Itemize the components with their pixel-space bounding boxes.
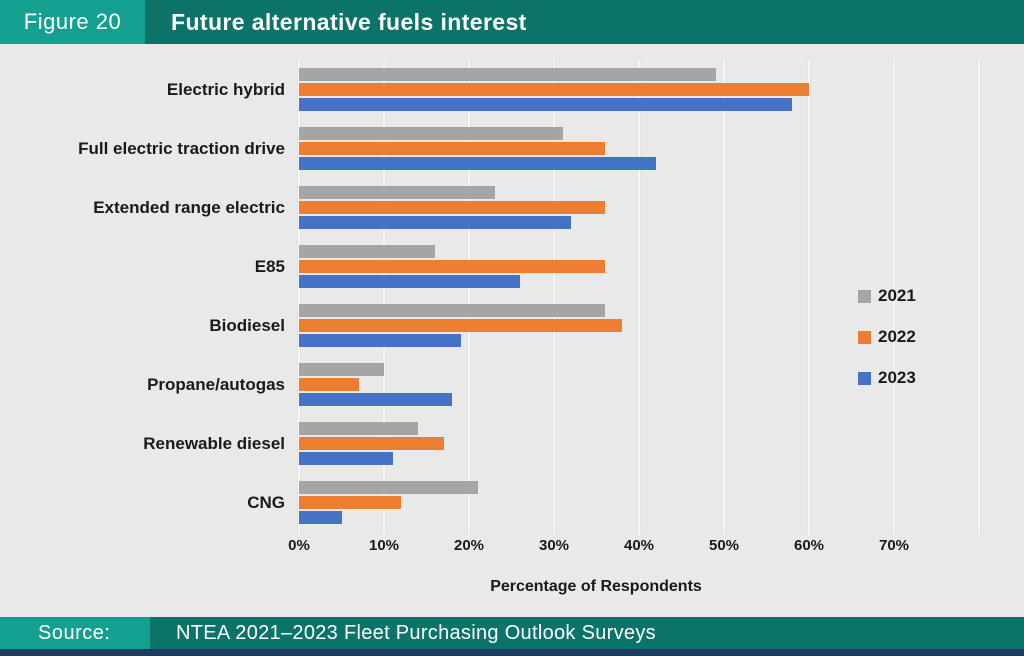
legend-swatch-2022 xyxy=(858,330,871,344)
gridline xyxy=(808,60,810,535)
figure-number-tag: Figure 20 xyxy=(0,0,145,44)
legend-swatch-2021 xyxy=(858,289,871,303)
gridline xyxy=(978,60,980,535)
legend-item-2023: 2023 xyxy=(858,368,916,388)
bar-2021-extended-range-electric xyxy=(299,186,495,199)
bar-2021-e85 xyxy=(299,245,435,258)
gridline xyxy=(893,60,895,535)
bar-2022-renewable-diesel xyxy=(299,437,444,450)
source-band: Source: NTEA 2021–2023 Fleet Purchasing … xyxy=(0,617,1024,649)
legend-label-2022: 2022 xyxy=(878,327,916,346)
legend-swatch-2023 xyxy=(858,371,871,385)
bar-2021-propane-autogas xyxy=(299,363,384,376)
bar-2023-propane-autogas xyxy=(299,393,452,406)
chart-title: Future alternative fuels interest xyxy=(145,0,1024,44)
bar-2021-full-electric-traction-drive xyxy=(299,127,563,140)
x-tick-40pct: 40% xyxy=(623,537,655,554)
bar-2023-electric-hybrid xyxy=(299,98,792,111)
bar-2022-biodiesel xyxy=(299,319,622,332)
gridline xyxy=(638,60,640,535)
bar-2023-e85 xyxy=(299,275,520,288)
bar-2023-cng xyxy=(299,511,342,524)
bar-2021-cng xyxy=(299,481,478,494)
x-tick-50pct: 50% xyxy=(708,537,740,554)
bar-2022-e85 xyxy=(299,260,605,273)
plot-area xyxy=(298,60,1013,535)
x-tick-70pct: 70% xyxy=(878,537,910,554)
bar-2022-propane-autogas xyxy=(299,378,359,391)
bar-2022-extended-range-electric xyxy=(299,201,605,214)
bottom-accent-strip xyxy=(0,649,1024,656)
category-label-extended-range-electric: Extended range electric xyxy=(93,197,285,217)
gridline xyxy=(468,60,470,535)
x-tick-20pct: 20% xyxy=(453,537,485,554)
bar-2022-cng xyxy=(299,496,401,509)
category-label-e85: E85 xyxy=(254,256,285,276)
category-label-biodiesel: Biodiesel xyxy=(209,315,285,335)
x-tick-10pct: 10% xyxy=(368,537,400,554)
source-label: Source: xyxy=(0,617,150,649)
legend-item-2021: 2021 xyxy=(858,286,916,306)
bar-2022-electric-hybrid xyxy=(299,83,809,96)
category-label-full-electric-traction-drive: Full electric traction drive xyxy=(78,138,285,158)
bar-2023-full-electric-traction-drive xyxy=(299,157,656,170)
legend-label-2023: 2023 xyxy=(878,368,916,387)
category-label-renewable-diesel: Renewable diesel xyxy=(143,433,285,453)
legend-label-2021: 2021 xyxy=(878,286,916,305)
bar-2021-renewable-diesel xyxy=(299,422,418,435)
gridline xyxy=(383,60,385,535)
gridline xyxy=(298,60,300,535)
bar-2022-full-electric-traction-drive xyxy=(299,142,605,155)
legend-item-2022: 2022 xyxy=(858,327,916,347)
x-axis-title: Percentage of Respondents xyxy=(490,578,702,595)
gridline xyxy=(723,60,725,535)
x-tick-0pct: 0% xyxy=(288,537,310,554)
bar-2021-biodiesel xyxy=(299,304,605,317)
x-tick-60pct: 60% xyxy=(793,537,825,554)
bar-2021-electric-hybrid xyxy=(299,68,716,81)
header-band: Figure 20 Future alternative fuels inter… xyxy=(0,0,1024,44)
category-label-cng: CNG xyxy=(247,492,285,512)
x-tick-30pct: 30% xyxy=(538,537,570,554)
bar-2023-extended-range-electric xyxy=(299,216,571,229)
bar-2023-biodiesel xyxy=(299,334,461,347)
gridline xyxy=(553,60,555,535)
category-label-propane-autogas: Propane/autogas xyxy=(147,374,285,394)
source-text: NTEA 2021–2023 Fleet Purchasing Outlook … xyxy=(150,617,1024,649)
bar-2023-renewable-diesel xyxy=(299,452,393,465)
category-label-electric-hybrid: Electric hybrid xyxy=(166,79,285,99)
